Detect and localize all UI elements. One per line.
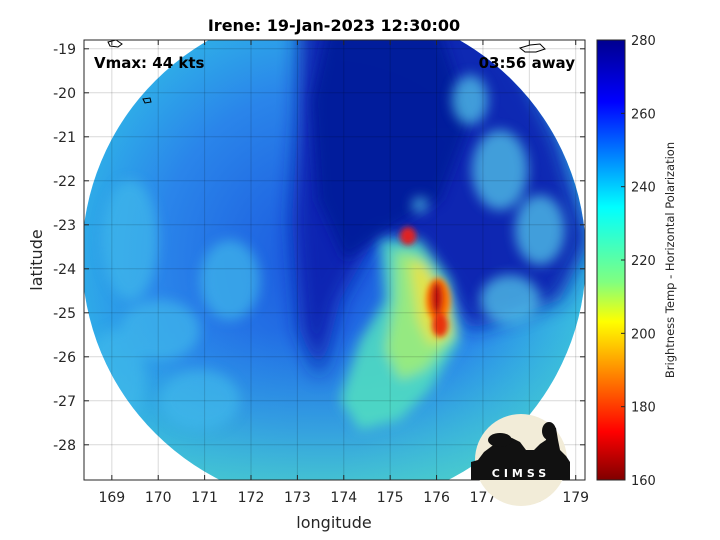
colorbar-tick-label: 200 <box>631 327 656 342</box>
colorbar-tick-label: 240 <box>631 181 656 196</box>
y-axis-label: latitude <box>27 229 46 290</box>
cold-core-2 <box>431 282 443 314</box>
y-tick-label: -24 <box>53 262 76 278</box>
colorbar-ticks: 160 180 200 220 240 260 280 <box>621 34 656 489</box>
y-tick-label: -23 <box>53 218 76 234</box>
x-tick-label: 174 <box>330 490 357 506</box>
colorbar-tick-label: 220 <box>631 254 656 269</box>
colorbar-tick-label: 260 <box>631 107 656 122</box>
chart-title: Irene: 19-Jan-2023 12:30:00 <box>208 16 460 35</box>
x-tick-label: 172 <box>238 490 265 506</box>
colorbar-tick-label: 280 <box>631 34 656 49</box>
logo-dish <box>488 433 512 447</box>
colorbar: 160 180 200 220 240 260 280 Brightness Temp - … <box>596 34 677 489</box>
y-tick-label: -21 <box>53 130 76 146</box>
cimss-logo: CIMSS <box>471 414 570 506</box>
x-tick-label: 169 <box>98 490 125 506</box>
coast-island-3 <box>518 43 546 53</box>
colorbar-gradient <box>596 39 626 481</box>
y-tick-label: -20 <box>53 86 76 102</box>
cold-band-core <box>312 40 470 260</box>
colorbar-tick-label: 180 <box>631 401 656 416</box>
colorbar-tick-label: 160 <box>631 474 656 489</box>
logo-water-tower <box>542 422 556 440</box>
x-tick-label: 170 <box>145 490 172 506</box>
y-tick-label: -26 <box>53 350 76 366</box>
x-tick-label: 179 <box>562 490 589 506</box>
gridlines <box>84 40 585 480</box>
cold-cores <box>400 227 450 337</box>
y-tick-label: -25 <box>53 306 76 322</box>
y-axis: -19 -20 -21 -22 -23 -24 -25 -26 -27 -28 <box>53 42 585 454</box>
y-tick-label: -22 <box>53 174 76 190</box>
plot-area <box>84 40 585 480</box>
coast-island-2 <box>142 97 152 104</box>
brightness-swath <box>84 40 585 480</box>
x-tick-label: 175 <box>377 490 404 506</box>
x-tick-label: 176 <box>423 490 450 506</box>
y-tick-label: -19 <box>53 42 76 58</box>
cold-core-1 <box>400 227 416 245</box>
eastern-mottling <box>412 75 565 325</box>
axes-frame <box>83 39 586 481</box>
x-tick-label: 171 <box>191 490 218 506</box>
y-tick-label: -27 <box>53 394 76 410</box>
vmax-annotation: Vmax: 44 kts <box>94 54 204 72</box>
logo-text: CIMSS <box>492 467 550 480</box>
y-tick-label: -28 <box>53 438 76 454</box>
logo-banner <box>471 464 570 480</box>
x-tick-label: 177 <box>470 490 497 506</box>
x-tick-label: 173 <box>284 490 311 506</box>
colorbar-label: Brightness Temp - Horizontal Polarizatio… <box>663 142 677 378</box>
x-axis-label: longitude <box>296 513 371 532</box>
time-away-annotation: 03:56 away <box>479 54 576 72</box>
cold-core-3 <box>432 313 448 337</box>
